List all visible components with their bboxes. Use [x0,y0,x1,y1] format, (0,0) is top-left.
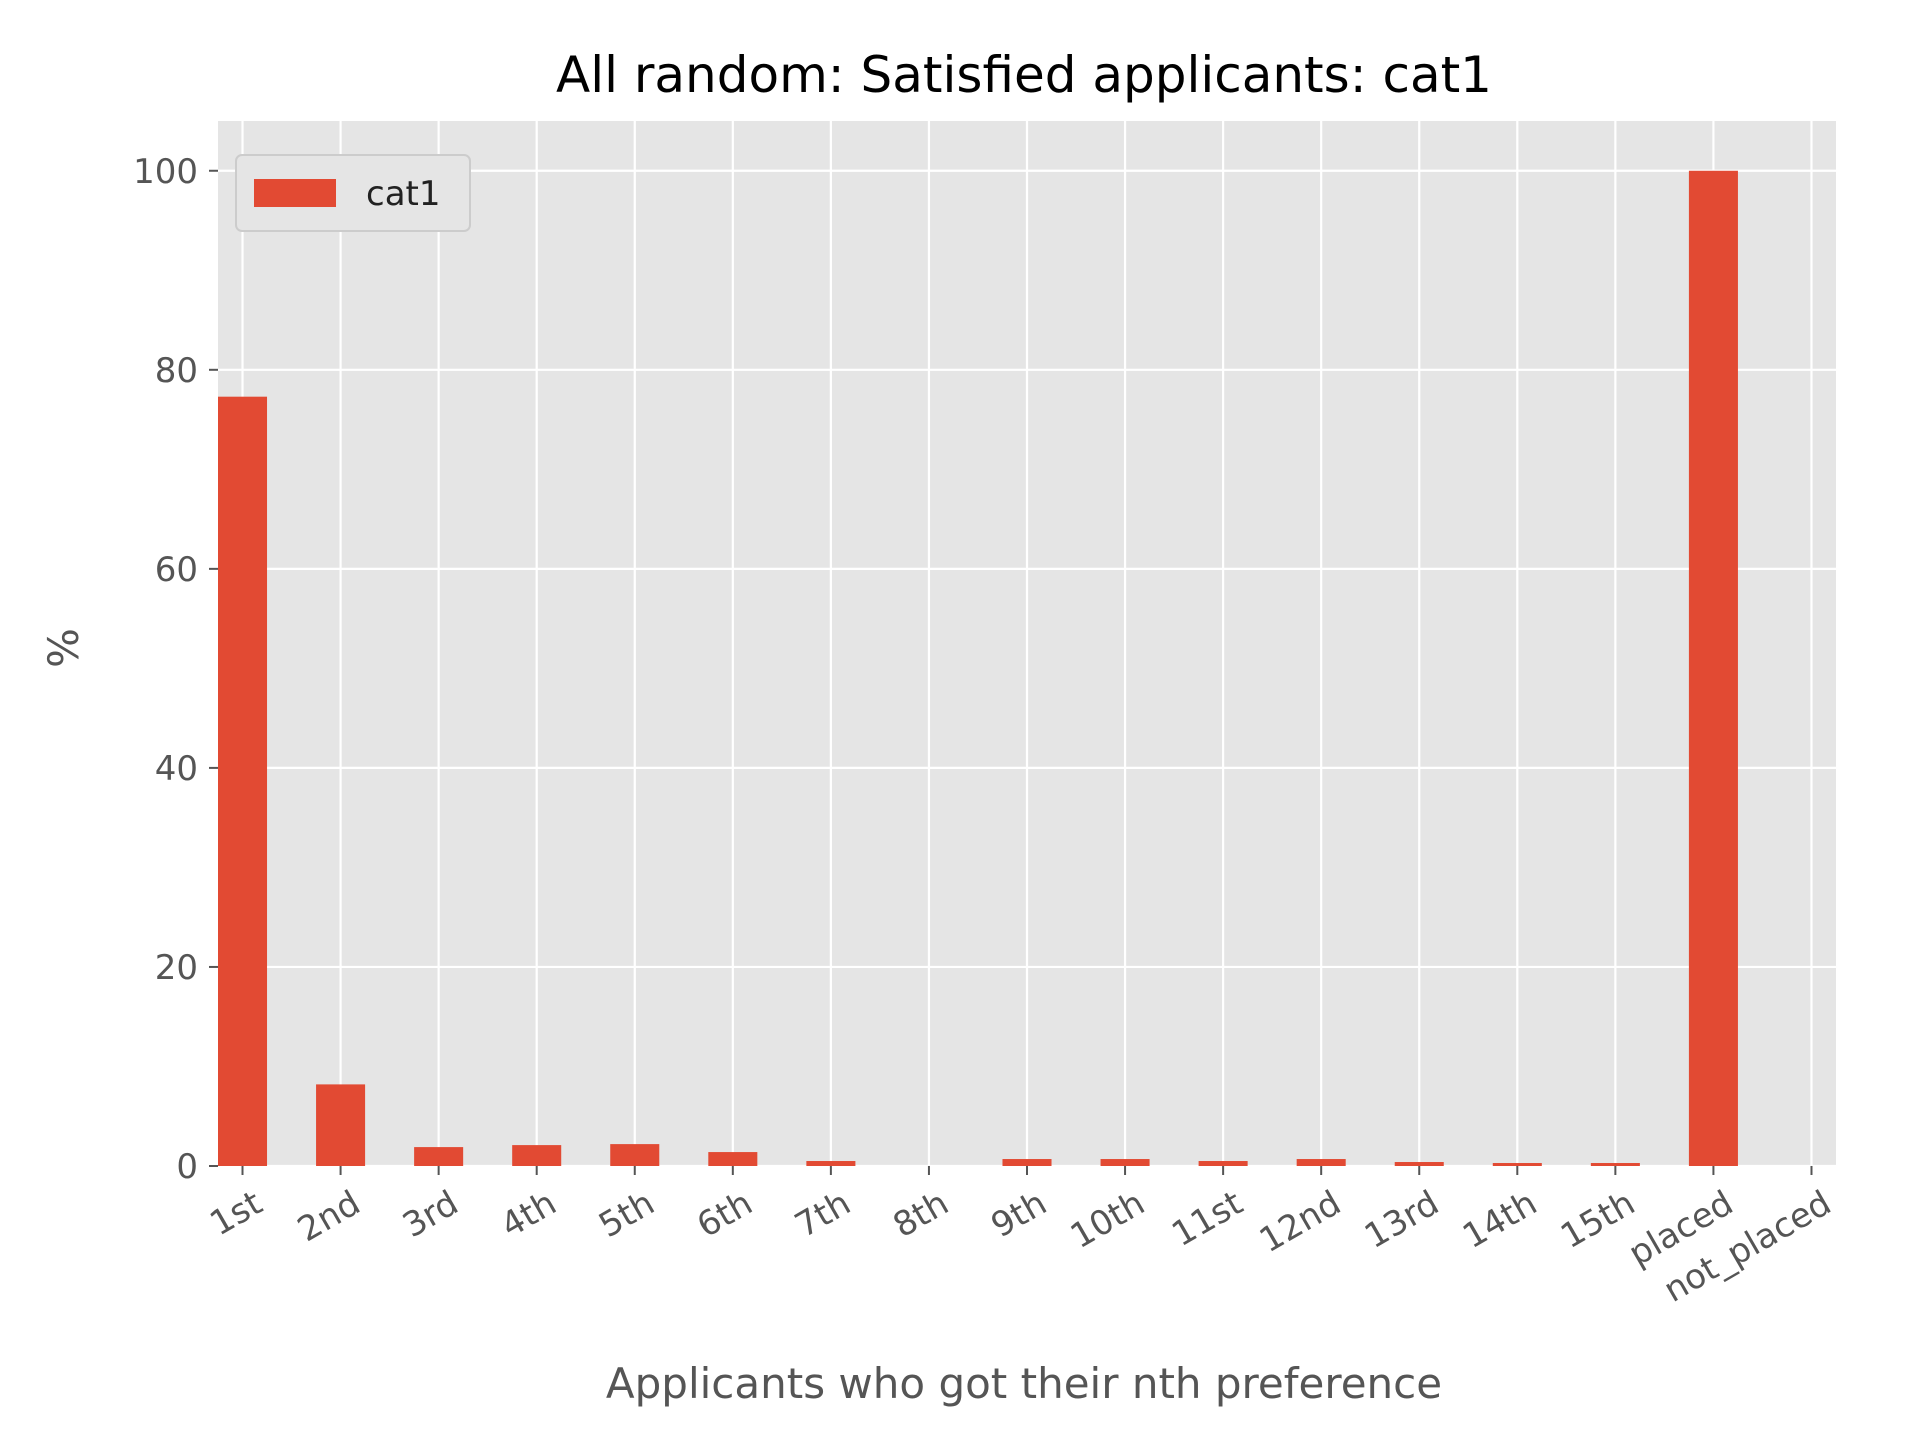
bar-10th [1100,1159,1150,1166]
x-tick-label: 8th [886,1183,955,1246]
x-tick-label: 6th [690,1183,759,1246]
x-tick-label: 9th [985,1183,1054,1246]
y-tick-label: 100 [133,152,198,192]
chart-title: All random: Satisfied applicants: cat1 [556,46,1492,104]
legend-box [235,154,471,232]
bar-4th [512,1145,562,1166]
x-tick-label: 13rd [1358,1183,1446,1257]
y-tick-label: 60 [155,550,198,590]
x-tick-label: 5th [592,1183,661,1246]
y-tick-label: 80 [155,351,198,391]
bar-13rd [1394,1162,1444,1166]
bar-2nd [316,1084,366,1166]
x-tick-label: 1st [203,1183,269,1244]
x-tick-label: 7th [788,1183,857,1246]
bar-15th [1590,1163,1640,1166]
bar-14th [1492,1163,1542,1166]
x-tick-label: 10th [1064,1183,1152,1257]
bar-11st [1198,1161,1248,1166]
y-tick-label: 40 [155,749,198,789]
bar-3rd [414,1147,464,1166]
x-tick-label: 4th [494,1183,563,1246]
bar-6th [708,1152,758,1166]
legend: cat1 [235,154,471,232]
y-axis-label: % [39,628,88,668]
x-tick-label: 3rd [396,1183,465,1246]
bar-12nd [1296,1159,1346,1166]
bar-9th [1002,1159,1052,1166]
x-tick-label: 11st [1165,1183,1249,1255]
x-tick-label: 14th [1456,1183,1544,1257]
bar-7th [806,1161,856,1166]
bars [218,170,1738,1167]
y-tick-label: 0 [176,1147,198,1187]
x-axis-label: Applicants who got their nth preference [606,1359,1442,1408]
y-tick-label: 20 [155,948,198,988]
bar-placed [1688,170,1738,1166]
legend-swatch [254,179,336,207]
bar-5th [610,1144,660,1166]
bar-1st [218,396,268,1167]
legend-label: cat1 [366,174,441,214]
x-tick-label: 12nd [1253,1183,1348,1261]
x-tick-label: 2nd [291,1183,367,1250]
